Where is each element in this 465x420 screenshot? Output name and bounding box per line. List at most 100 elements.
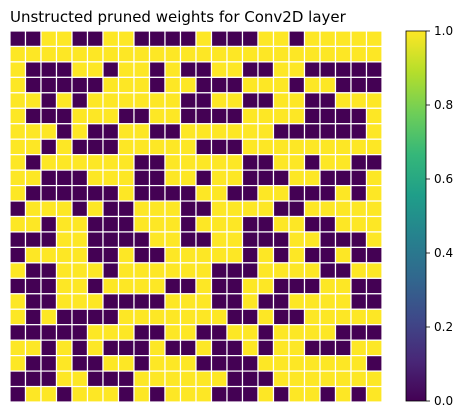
heatmap-cell xyxy=(164,76,182,94)
heatmap-cell xyxy=(319,246,337,264)
heatmap-cell xyxy=(9,385,27,403)
heatmap-cell xyxy=(241,293,259,310)
heatmap-cell xyxy=(241,246,259,264)
heatmap-cell xyxy=(241,30,259,48)
heatmap-cell xyxy=(350,45,368,63)
heatmap-cell xyxy=(55,370,73,388)
heatmap-cell xyxy=(257,246,275,264)
heatmap-cell xyxy=(24,293,42,310)
heatmap-cell xyxy=(148,231,166,249)
heatmap-cell xyxy=(86,293,104,310)
heatmap-cell xyxy=(303,138,321,156)
heatmap-cell xyxy=(148,169,166,187)
heatmap-cell xyxy=(24,169,42,187)
heatmap-cell xyxy=(195,45,213,63)
heatmap-cell xyxy=(102,370,120,388)
heatmap-cell xyxy=(40,293,58,310)
heatmap-cell xyxy=(179,385,197,403)
heatmap-cell xyxy=(164,277,182,295)
heatmap-cell xyxy=(9,231,27,249)
heatmap-cell xyxy=(9,123,27,140)
heatmap-cell xyxy=(210,184,228,202)
heatmap-cell xyxy=(117,92,135,109)
heatmap-cell xyxy=(9,61,27,78)
heatmap-cell xyxy=(71,138,89,156)
heatmap-cell xyxy=(164,92,182,109)
heatmap-cell xyxy=(102,123,120,140)
heatmap-cell xyxy=(272,200,290,218)
heatmap-cell xyxy=(148,355,166,372)
heatmap-cell xyxy=(334,154,352,171)
heatmap-cell xyxy=(319,92,337,109)
heatmap-cell xyxy=(195,308,213,326)
heatmap-cell xyxy=(303,262,321,279)
heatmap-cell xyxy=(164,30,182,48)
heatmap-cell xyxy=(226,308,244,326)
heatmap-cell xyxy=(288,339,306,357)
heatmap-cell xyxy=(241,61,259,78)
heatmap-cell xyxy=(40,30,58,48)
heatmap-cell xyxy=(117,324,135,341)
heatmap-cell xyxy=(226,169,244,187)
heatmap-cell xyxy=(288,154,306,171)
heatmap-cell xyxy=(40,262,58,279)
heatmap-cell xyxy=(148,154,166,171)
heatmap-cell xyxy=(102,308,120,326)
heatmap-cell xyxy=(350,30,368,48)
heatmap-cell xyxy=(226,231,244,249)
heatmap-cell xyxy=(195,231,213,249)
heatmap-cell xyxy=(195,30,213,48)
heatmap-cell xyxy=(133,92,151,109)
colorbar-tick-label: 0.2 xyxy=(434,320,453,334)
heatmap-cell xyxy=(164,293,182,310)
heatmap-cell xyxy=(133,123,151,140)
heatmap-cell xyxy=(86,370,104,388)
heatmap-cell xyxy=(288,107,306,125)
heatmap-cell xyxy=(195,123,213,140)
heatmap-cell xyxy=(319,293,337,310)
heatmap-cell xyxy=(288,138,306,156)
heatmap-cell xyxy=(40,123,58,140)
heatmap-cell xyxy=(334,184,352,202)
heatmap-cell xyxy=(334,123,352,140)
heatmap-cell xyxy=(164,215,182,233)
heatmap-cell xyxy=(319,123,337,140)
heatmap-cell xyxy=(86,30,104,48)
heatmap-grid xyxy=(9,30,383,403)
heatmap-cell xyxy=(24,45,42,63)
heatmap-cell xyxy=(86,61,104,78)
heatmap-cell xyxy=(288,355,306,372)
heatmap-cell xyxy=(365,154,383,171)
heatmap-cell xyxy=(303,169,321,187)
colorbar-tick-label: 0.6 xyxy=(434,172,453,186)
heatmap-cell xyxy=(102,61,120,78)
heatmap-cell xyxy=(303,293,321,310)
heatmap-cell xyxy=(9,293,27,310)
heatmap-cell xyxy=(334,231,352,249)
heatmap-cell xyxy=(272,61,290,78)
heatmap-cell xyxy=(334,355,352,372)
heatmap-cell xyxy=(272,45,290,63)
heatmap-cell xyxy=(272,231,290,249)
heatmap-cell xyxy=(334,324,352,341)
heatmap-cell xyxy=(210,246,228,264)
heatmap-cell xyxy=(117,231,135,249)
heatmap-cell xyxy=(288,370,306,388)
heatmap-cell xyxy=(195,355,213,372)
heatmap-cell xyxy=(117,339,135,357)
heatmap-cell xyxy=(86,246,104,264)
heatmap-cell xyxy=(9,45,27,63)
heatmap-cell xyxy=(365,308,383,326)
heatmap-cell xyxy=(319,370,337,388)
heatmap-cell xyxy=(117,277,135,295)
heatmap-cell xyxy=(117,61,135,78)
heatmap-cell xyxy=(365,169,383,187)
heatmap-cell xyxy=(210,277,228,295)
heatmap-cell xyxy=(319,61,337,78)
heatmap-cell xyxy=(9,215,27,233)
heatmap-cell xyxy=(55,200,73,218)
heatmap-cell xyxy=(257,107,275,125)
heatmap-cell xyxy=(319,215,337,233)
heatmap-cell xyxy=(133,385,151,403)
heatmap-cell xyxy=(365,215,383,233)
